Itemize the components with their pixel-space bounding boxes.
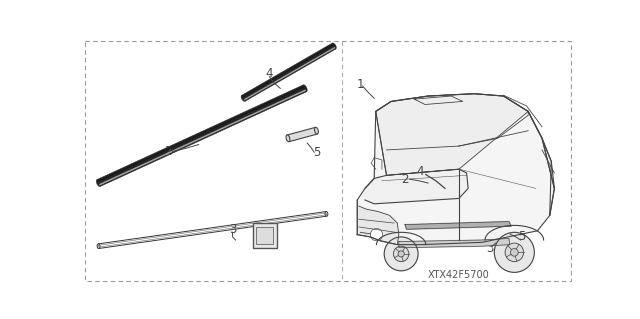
Polygon shape <box>287 127 317 142</box>
Ellipse shape <box>286 135 290 142</box>
Ellipse shape <box>241 95 246 101</box>
Ellipse shape <box>314 127 318 134</box>
Text: 4: 4 <box>266 67 273 80</box>
Circle shape <box>371 228 383 241</box>
Polygon shape <box>97 86 305 182</box>
Bar <box>253 223 277 248</box>
Polygon shape <box>244 47 335 100</box>
Ellipse shape <box>303 85 307 92</box>
Circle shape <box>394 246 409 262</box>
Text: 5: 5 <box>518 230 525 243</box>
Text: 1: 1 <box>356 78 364 91</box>
Circle shape <box>384 237 418 271</box>
Text: 4: 4 <box>417 165 424 178</box>
Circle shape <box>505 243 524 262</box>
Text: 3: 3 <box>486 242 493 255</box>
Text: 3: 3 <box>229 223 236 236</box>
Ellipse shape <box>97 244 100 249</box>
Ellipse shape <box>332 43 337 49</box>
Text: XTX42F5700: XTX42F5700 <box>428 271 490 280</box>
Text: 2: 2 <box>164 145 172 158</box>
Text: 2: 2 <box>401 173 409 186</box>
Circle shape <box>398 251 404 257</box>
Polygon shape <box>99 89 306 185</box>
Circle shape <box>511 249 518 256</box>
Polygon shape <box>97 85 307 187</box>
Ellipse shape <box>325 211 328 216</box>
Text: 5: 5 <box>314 146 321 159</box>
Ellipse shape <box>96 180 101 187</box>
Polygon shape <box>98 211 327 249</box>
Polygon shape <box>414 96 463 105</box>
Polygon shape <box>399 239 509 248</box>
Polygon shape <box>241 43 336 101</box>
Polygon shape <box>376 94 528 175</box>
Polygon shape <box>357 200 399 245</box>
Bar <box>257 227 273 244</box>
Polygon shape <box>242 44 333 97</box>
Polygon shape <box>365 169 468 204</box>
Polygon shape <box>405 221 511 229</box>
Polygon shape <box>357 94 554 245</box>
Circle shape <box>494 232 534 272</box>
